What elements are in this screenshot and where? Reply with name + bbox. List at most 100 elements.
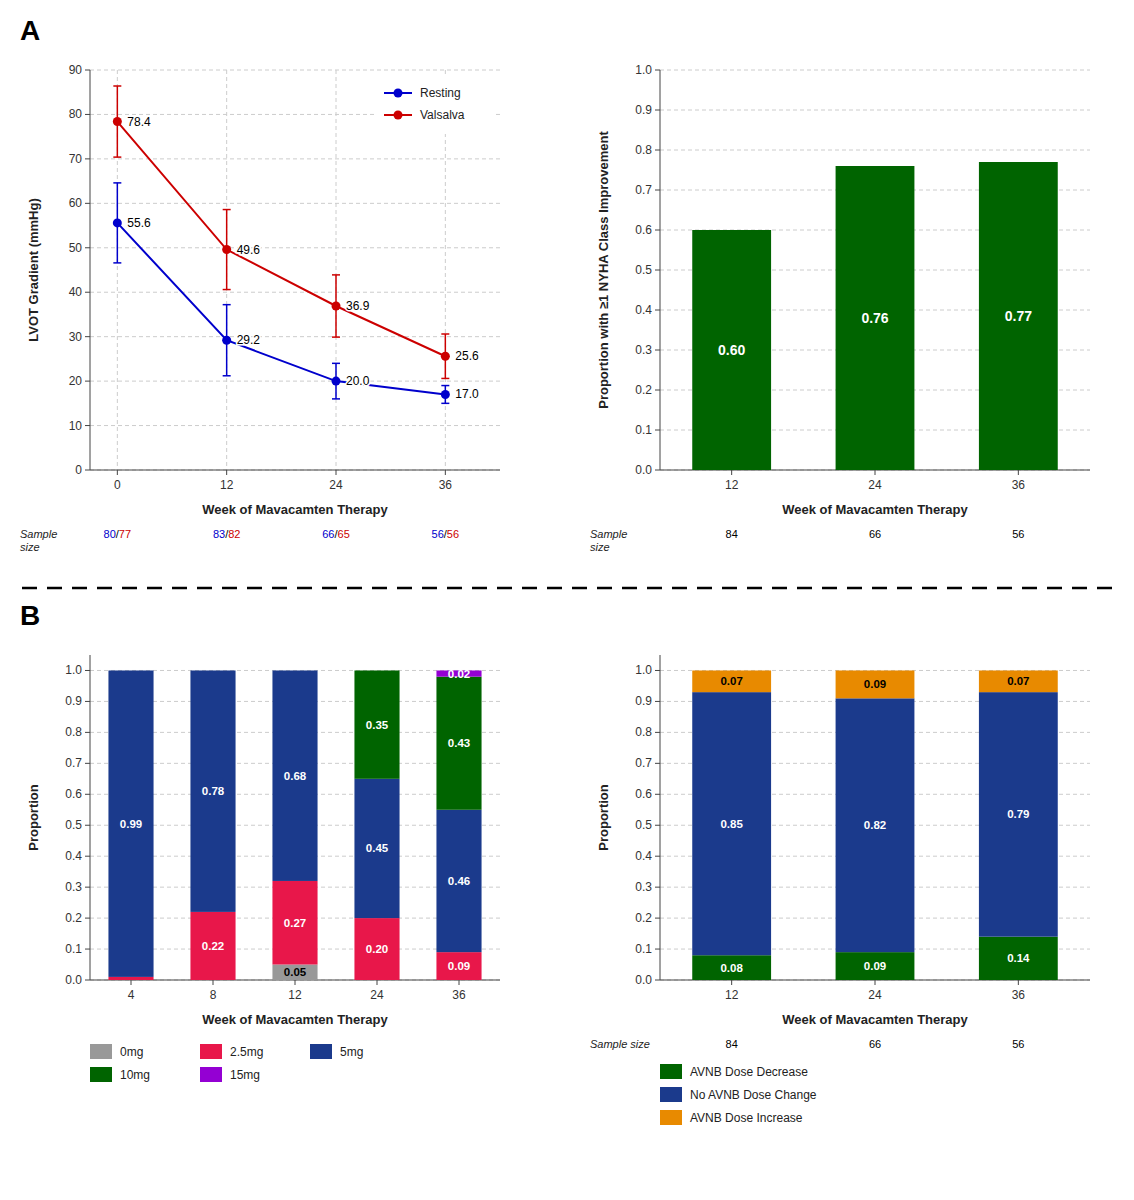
error-cap bbox=[332, 398, 340, 400]
legend-swatch bbox=[90, 1044, 112, 1059]
tick bbox=[85, 247, 90, 248]
legend: AVNB Dose DecreaseNo AVNB Dose ChangeAVN… bbox=[660, 1064, 817, 1125]
error-cap bbox=[113, 85, 121, 87]
sample-size: 66 bbox=[869, 528, 881, 540]
sample-size-value: 66 bbox=[322, 528, 334, 540]
error-cap bbox=[441, 333, 449, 335]
marker bbox=[332, 377, 341, 386]
tick-label: 50 bbox=[69, 241, 83, 255]
bar-segment bbox=[979, 937, 1058, 980]
error-cap bbox=[223, 375, 231, 377]
error-cap bbox=[332, 363, 340, 365]
tick bbox=[655, 763, 660, 764]
tick-label: 0.1 bbox=[635, 423, 652, 437]
legend-label: AVNB Dose Decrease bbox=[690, 1065, 808, 1079]
data-label: 0.09 bbox=[864, 960, 886, 972]
tick-label: 24 bbox=[329, 478, 343, 492]
panel: 0.00.10.20.30.40.50.60.70.80.91.0122436W… bbox=[590, 63, 1090, 553]
error-bar bbox=[223, 210, 231, 290]
bar bbox=[836, 166, 915, 470]
x-axis-title: Week of Mavacamten Therapy bbox=[782, 502, 968, 517]
tick bbox=[1018, 980, 1019, 985]
error-cap bbox=[441, 378, 449, 380]
data-label: 0.22 bbox=[202, 940, 224, 952]
tick bbox=[85, 158, 90, 159]
data-label: 0.07 bbox=[720, 675, 742, 687]
data-label: 29.2 bbox=[237, 333, 261, 347]
data-label: 25.6 bbox=[455, 349, 479, 363]
sample-size-title: Sample size bbox=[590, 1038, 650, 1050]
bar-segment bbox=[190, 670, 235, 911]
tick-label: 36 bbox=[1012, 988, 1026, 1002]
tick-label: 0.4 bbox=[65, 849, 82, 863]
x-axis-title: Week of Mavacamten Therapy bbox=[782, 1012, 968, 1027]
legend-label: 10mg bbox=[120, 1068, 150, 1082]
data-label: 0.46 bbox=[448, 875, 470, 887]
data-label: 0.35 bbox=[366, 719, 389, 731]
data-label: 36.9 bbox=[346, 299, 370, 313]
tick-label: 0.0 bbox=[635, 463, 652, 477]
tick-label: 30 bbox=[69, 330, 83, 344]
tick bbox=[85, 856, 90, 857]
bar-segment bbox=[108, 670, 153, 671]
tick-label: 12 bbox=[220, 478, 234, 492]
background bbox=[0, 0, 1134, 1200]
marks bbox=[692, 670, 1058, 980]
tick bbox=[85, 381, 90, 382]
tick bbox=[655, 470, 660, 471]
data-labels: 0.050.220.270.200.090.990.780.680.450.46… bbox=[120, 668, 470, 979]
marker bbox=[222, 336, 231, 345]
sample-size-value: 65 bbox=[338, 528, 350, 540]
sample-size-title: Samplesize bbox=[590, 528, 627, 553]
tick-label: 1.0 bbox=[635, 63, 652, 77]
tick-label: 0.9 bbox=[65, 694, 82, 708]
y-axis-line bbox=[660, 70, 661, 470]
tick-label: 0 bbox=[75, 463, 82, 477]
bar-segment bbox=[272, 670, 317, 671]
bar-segment bbox=[436, 677, 481, 810]
legend-swatch bbox=[90, 1067, 112, 1082]
tick-label: 0.5 bbox=[635, 263, 652, 277]
tick-label: 0.6 bbox=[635, 787, 652, 801]
bar-segment bbox=[108, 977, 153, 980]
bar-segment bbox=[436, 952, 481, 980]
sample-size-value: 80 bbox=[104, 528, 116, 540]
tick bbox=[226, 470, 227, 475]
error-cap bbox=[223, 209, 231, 211]
x-axis-title: Week of Mavacamten Therapy bbox=[202, 502, 388, 517]
error-cap bbox=[441, 403, 449, 405]
data-labels: 0.080.090.140.850.820.790.070.090.07 bbox=[720, 675, 1030, 973]
tick bbox=[655, 150, 660, 151]
tick bbox=[85, 292, 90, 293]
error-cap bbox=[113, 262, 121, 264]
tick bbox=[655, 110, 660, 111]
tick bbox=[655, 350, 660, 351]
sample-size: 66 bbox=[869, 1038, 881, 1050]
bar bbox=[979, 162, 1058, 470]
tick bbox=[117, 470, 118, 475]
tick bbox=[875, 470, 876, 475]
tick-label: 20 bbox=[69, 374, 83, 388]
legend-box bbox=[374, 74, 494, 134]
tick bbox=[85, 470, 90, 471]
grid-line bbox=[90, 425, 500, 426]
tick bbox=[85, 794, 90, 795]
data-label: 0.60 bbox=[718, 342, 745, 358]
tick-label: 1.0 bbox=[635, 663, 652, 677]
tick bbox=[131, 980, 132, 985]
tick bbox=[655, 918, 660, 919]
sample-size-title-line: Sample bbox=[590, 528, 627, 540]
y-axis-title: Proportion with ≥1 NYHA Class Improvemen… bbox=[596, 131, 611, 409]
tick-label: 0.2 bbox=[65, 911, 82, 925]
tick bbox=[655, 70, 660, 71]
marks bbox=[108, 670, 481, 980]
tick bbox=[655, 980, 660, 981]
tick bbox=[85, 887, 90, 888]
tick bbox=[85, 918, 90, 919]
tick bbox=[655, 230, 660, 231]
legend-swatch bbox=[660, 1064, 682, 1079]
tick bbox=[85, 114, 90, 115]
tick-label: 0.5 bbox=[635, 818, 652, 832]
grid-line bbox=[226, 70, 227, 470]
grid-line bbox=[90, 158, 500, 159]
